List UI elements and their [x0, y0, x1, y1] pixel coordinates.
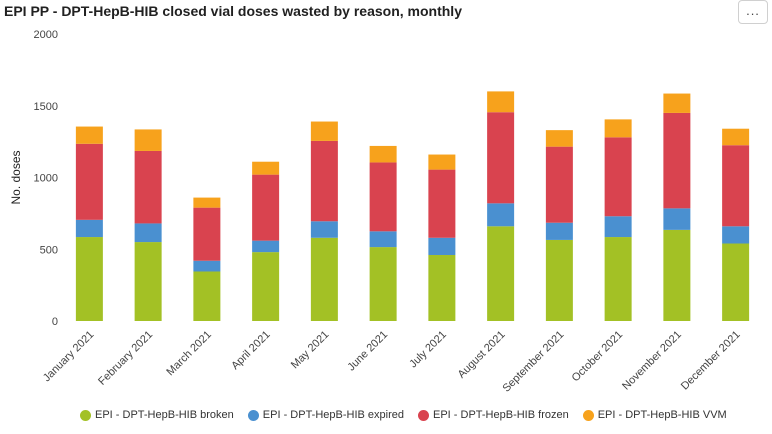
bar-segment: [428, 237, 456, 255]
bar-segment: [252, 240, 280, 253]
bar-segment: [75, 237, 103, 321]
legend-marker: [582, 409, 594, 421]
bar-segment: [310, 237, 338, 321]
bar-segment: [663, 229, 691, 321]
bar-segment: [545, 222, 573, 240]
legend-label: EPI - DPT-HepB-HIB VVM: [597, 409, 727, 421]
bar-segment: [75, 143, 103, 220]
bar-segment: [604, 119, 632, 138]
bar-segment: [604, 216, 632, 238]
bar-segment: [252, 161, 280, 175]
bar-segment: [428, 154, 456, 170]
bar-segment: [663, 208, 691, 230]
bar-segment: [722, 243, 750, 321]
x-tick-label: May 2021: [289, 329, 332, 372]
bar-segment: [604, 237, 632, 321]
x-tick-label: October 2021: [570, 329, 626, 385]
bar-segment: [722, 226, 750, 244]
more-horizontal-icon: ...: [746, 2, 760, 18]
bar-segment: [310, 221, 338, 238]
y-tick-label: 500: [40, 244, 58, 256]
x-tick-label: March 2021: [164, 329, 214, 379]
bar-segment: [369, 145, 397, 163]
bar-segment: [252, 252, 280, 321]
bar-segment: [310, 121, 338, 141]
bar-segment: [545, 239, 573, 321]
bar-segment: [487, 226, 515, 321]
bar-segment: [369, 231, 397, 248]
bar-segment: [663, 112, 691, 209]
bar-segment: [428, 169, 456, 238]
x-tick-label: November 2021: [620, 329, 684, 393]
bar-segment: [369, 162, 397, 232]
bar-segment: [310, 140, 338, 222]
bar-segment: [487, 203, 515, 227]
bar-segment: [252, 174, 280, 241]
legend-item[interactable]: EPI - DPT-HepB-HIB frozen: [418, 409, 569, 421]
x-tick-label: April 2021: [229, 329, 273, 373]
y-tick-label: 0: [52, 316, 58, 328]
stacked-bar-chart: 0 500 1000 1500 2000 No. doses January 2021 Feb…: [9, 29, 750, 395]
bar-segment: [545, 130, 573, 147]
bar-segment: [545, 146, 573, 223]
bar-segment: [134, 150, 162, 224]
chart-title: EPI PP - DPT-HepB-HIB closed vial doses …: [4, 3, 462, 19]
bar-segment: [134, 129, 162, 151]
bar-segment: [193, 207, 221, 261]
legend-label: EPI - DPT-HepB-HIB frozen: [433, 409, 569, 421]
legend-marker: [418, 409, 429, 421]
legend-item[interactable]: EPI - DPT-HepB-HIB expired: [247, 409, 404, 421]
bar-segment: [663, 93, 691, 113]
x-tick-label: February 2021: [96, 329, 155, 388]
x-tick-label: January 2021: [41, 329, 97, 385]
bar-segment: [369, 247, 397, 321]
bar-segment: [722, 145, 750, 227]
x-tick-label: August 2021: [456, 329, 508, 381]
bar-segment: [487, 112, 515, 204]
legend-marker: [247, 409, 259, 421]
legend-label: EPI - DPT-HepB-HIB broken: [95, 409, 234, 421]
y-tick-label: 1000: [34, 173, 58, 185]
bar-segment: [428, 254, 456, 321]
x-tick-label: September 2021: [500, 329, 566, 395]
bar-segment: [134, 223, 162, 243]
bar-segment: [75, 219, 103, 238]
x-tick-label: December 2021: [679, 329, 743, 393]
bar-segment: [193, 271, 221, 321]
bar-segment: [722, 128, 750, 146]
bar-segment: [487, 91, 515, 113]
bar-segment: [75, 126, 103, 144]
y-tick-label: 2000: [34, 29, 58, 41]
bar-segment: [134, 242, 162, 321]
x-tick-label: July 2021: [407, 329, 449, 371]
bar-segment: [193, 260, 221, 272]
bar-segment: [193, 197, 221, 208]
legend-marker: [80, 409, 91, 421]
y-tick-label: 1500: [34, 101, 58, 113]
chart-menu-button[interactable]: ...: [738, 0, 768, 24]
x-tick-label: June 2021: [345, 329, 390, 374]
y-axis-title: No. doses: [9, 150, 23, 204]
legend-label: EPI - DPT-HepB-HIB expired: [262, 409, 404, 421]
chart-legend: EPI - DPT-HepB-HIB broken EPI - DPT-HepB-…: [80, 409, 727, 421]
legend-item[interactable]: EPI - DPT-HepB-HIB VVM: [582, 409, 727, 421]
legend-item[interactable]: EPI - DPT-HepB-HIB broken: [80, 409, 234, 421]
bar-segment: [604, 137, 632, 217]
